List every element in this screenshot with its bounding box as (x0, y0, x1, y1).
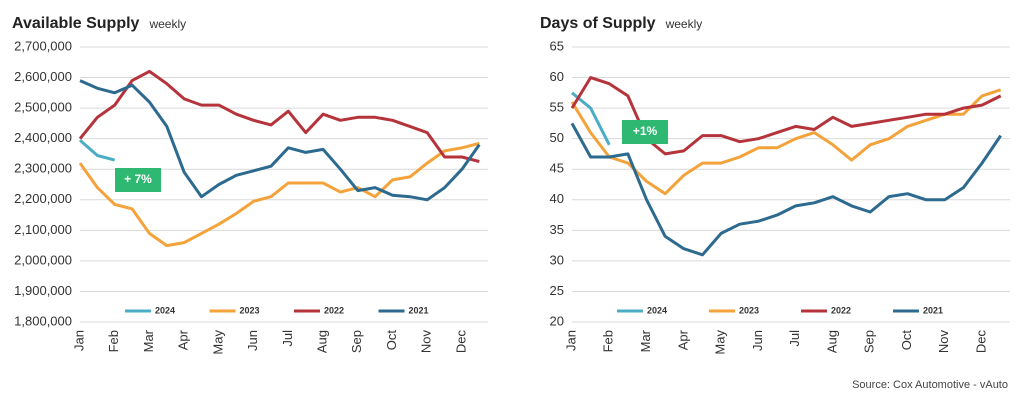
annotation: + 7% (124, 172, 152, 186)
chart-title: Available Supply (12, 15, 140, 32)
y-tick-label: 30 (550, 252, 564, 267)
y-tick-label: 2,600,000 (14, 69, 72, 84)
x-tick-label: Jun (245, 330, 260, 351)
x-tick-label: Dec (453, 330, 468, 354)
chart-subtitle: weekly (148, 17, 186, 31)
y-tick-label: 2,300,000 (14, 161, 72, 176)
series-line (78, 69, 480, 164)
y-tick-label: 1,900,000 (14, 283, 72, 298)
x-tick-label: Aug (824, 330, 839, 353)
legend-label: 2024 (647, 305, 667, 315)
source: Source: Cox Automotive - vAuto (852, 379, 1008, 391)
annotation-box (622, 120, 668, 144)
y-tick-label: 2,100,000 (14, 222, 72, 237)
x-tick-label: Feb (601, 330, 616, 352)
y-tick-label: 55 (550, 100, 564, 115)
legend-label: 2022 (831, 305, 851, 315)
x-tick-label: Oct (384, 330, 399, 351)
series-line (79, 139, 116, 162)
x-tick-label: Dec (973, 330, 988, 354)
x-tick-label: Nov (419, 330, 434, 354)
series-line (79, 79, 481, 202)
series-line (78, 141, 480, 248)
y-tick-label: 2,000,000 (14, 252, 72, 267)
x-tick-label: Jul (787, 330, 802, 347)
x-tick-label: Apr (176, 329, 191, 350)
legend-label: 2021 (409, 305, 429, 315)
x-tick-label: Oct (899, 330, 914, 351)
chart-subtitle: weekly (665, 17, 703, 31)
x-tick-label: Jan (71, 330, 86, 351)
y-tick-label: 2,700,000 (14, 38, 72, 53)
x-tick-label: Feb (106, 330, 121, 352)
legend-label: 2024 (155, 305, 175, 315)
chart-title: Days of Supply (540, 15, 656, 32)
annotation-box (115, 168, 161, 192)
x-tick-label: Jul (280, 330, 295, 347)
x-tick-label: Jan (563, 330, 578, 351)
legend-label: 2022 (324, 305, 344, 315)
x-tick-label: Apr (675, 329, 690, 350)
y-tick-label: 35 (550, 222, 564, 237)
x-tick-label: Mar (141, 329, 156, 352)
x-tick-label: Aug (315, 330, 330, 353)
y-tick-label: 60 (550, 69, 564, 84)
x-tick-label: Nov (936, 330, 951, 354)
y-tick-label: 2,400,000 (14, 130, 72, 145)
x-tick-label: Jun (750, 330, 765, 351)
y-tick-label: 50 (550, 130, 564, 145)
x-tick-label: Mar (638, 329, 653, 352)
legend-label: 2023 (240, 305, 260, 315)
y-tick-label: 65 (550, 38, 564, 53)
x-tick-label: Sep (862, 330, 877, 353)
y-tick-label: 45 (550, 161, 564, 176)
y-tick-label: 40 (550, 191, 564, 206)
x-tick-label: May (210, 330, 225, 355)
y-tick-label: 1,800,000 (14, 313, 72, 328)
y-tick-label: 20 (550, 313, 564, 328)
annotation: +1% (633, 124, 658, 138)
y-tick-label: 2,500,000 (14, 100, 72, 115)
series-line (570, 122, 1002, 257)
series-line (570, 88, 1002, 196)
y-tick-label: 25 (550, 283, 564, 298)
legend-label: 2021 (923, 305, 943, 315)
legend-label: 2023 (739, 305, 759, 315)
x-tick-label: Sep (349, 330, 364, 353)
y-tick-label: 2,200,000 (14, 191, 72, 206)
x-tick-label: May (713, 330, 728, 355)
